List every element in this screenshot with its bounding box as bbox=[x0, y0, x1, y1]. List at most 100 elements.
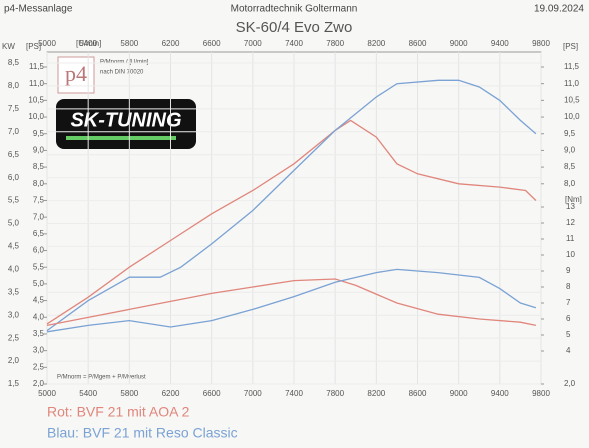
plot bbox=[46, 52, 542, 385]
y-tick-label: 11,5 bbox=[29, 62, 45, 71]
y-tick-label-right: 10,0 bbox=[564, 112, 580, 121]
header-center: Motorradtechnik Goltermann bbox=[231, 4, 358, 15]
y2-tick-label: 7 bbox=[566, 298, 571, 307]
x-tick-label-top: 8200 bbox=[367, 39, 385, 48]
y-tick-label: 2,5 bbox=[33, 362, 45, 371]
y-tick-label: 8,0 bbox=[33, 179, 45, 188]
y-tick-label: 5,5 bbox=[33, 262, 45, 271]
kw-tick-label: 3,5 bbox=[8, 287, 20, 296]
y-tick-label: 3,5 bbox=[33, 329, 45, 338]
x-tick-label: 9000 bbox=[450, 389, 468, 398]
kw-tick-label: 8,0 bbox=[8, 81, 20, 90]
y2-tick-label: 9 bbox=[566, 266, 571, 275]
x-tick-label: 8200 bbox=[367, 389, 385, 398]
kw-tick-label: 4,5 bbox=[8, 242, 20, 251]
x-tick-label-top: 9400 bbox=[491, 39, 509, 48]
y-tick-label-right: 11,0 bbox=[564, 79, 580, 88]
y2-tick-label: 10 bbox=[566, 250, 575, 259]
y-tick-label-right: 11,5 bbox=[564, 62, 580, 71]
y-tick-label: 9,5 bbox=[33, 129, 45, 138]
y-tick-label-right: 10,5 bbox=[564, 95, 580, 104]
kw-tick-label: 6,0 bbox=[8, 173, 20, 182]
x-tick-label-top: 7400 bbox=[285, 39, 303, 48]
x-tick-label-top: 8600 bbox=[409, 39, 427, 48]
x-tick-label: 9800 bbox=[532, 389, 550, 398]
y2-tick-label: 11 bbox=[566, 234, 575, 243]
x-unit: [U/min] bbox=[76, 39, 101, 48]
y-tick-label: 2,0 bbox=[33, 379, 45, 388]
x-tick-label-top: 7800 bbox=[326, 39, 344, 48]
kw-tick-label: 5,0 bbox=[8, 219, 20, 228]
kw-tick-label: 8,5 bbox=[8, 58, 20, 67]
x-tick-label-top: 9000 bbox=[450, 39, 468, 48]
x-tick-label-top: 6600 bbox=[203, 39, 221, 48]
y2-tick-label: 6 bbox=[566, 314, 571, 323]
y2-tick-label: 4 bbox=[566, 346, 571, 355]
y-tick-label-right: 9,0 bbox=[564, 146, 576, 155]
header-left: p4-Messanlage bbox=[4, 4, 73, 15]
y-tick-label: 8,5 bbox=[33, 162, 45, 171]
y-tick-label: 4,5 bbox=[33, 296, 45, 305]
y-tick-label: 6,0 bbox=[33, 246, 45, 255]
series-line bbox=[46, 79, 537, 332]
y-tick-label: 11,0 bbox=[29, 79, 45, 88]
y-tick-label: 7,5 bbox=[33, 196, 45, 205]
x-tick-label: 5000 bbox=[38, 389, 56, 398]
series-line bbox=[46, 268, 537, 333]
y-tick-label: 3,0 bbox=[33, 346, 45, 355]
note: nach DIN 70020 bbox=[100, 70, 144, 76]
y-tick-label-right: 8,5 bbox=[564, 162, 576, 171]
kw-tick-label: 5,5 bbox=[8, 196, 20, 205]
x-tick-label: 8600 bbox=[409, 389, 427, 398]
y-tick-label: 10,0 bbox=[28, 112, 44, 121]
y-tick-label: 4,0 bbox=[33, 312, 45, 321]
x-tick-label-top: 9800 bbox=[532, 39, 550, 48]
kw-unit: KW bbox=[2, 42, 15, 51]
y-tick-label-right: 8,0 bbox=[564, 179, 576, 188]
ps-unit-left: [PS] bbox=[26, 42, 41, 51]
x-tick-label: 7800 bbox=[326, 389, 344, 398]
x-tick-label-top: 7000 bbox=[244, 39, 262, 48]
series-line bbox=[46, 119, 537, 325]
ps-unit-right: [PS] bbox=[563, 42, 578, 51]
x-tick-label: 7400 bbox=[285, 389, 303, 398]
sk-logo-bar bbox=[66, 136, 176, 140]
y-tick-label: 7,0 bbox=[33, 212, 45, 221]
x-tick-label: 9400 bbox=[491, 389, 509, 398]
kw-tick-label: 3,0 bbox=[8, 310, 20, 319]
kw-tick-label: 7,0 bbox=[8, 127, 20, 136]
y-tick-label-right: 9,5 bbox=[564, 129, 576, 138]
header-right: 19.09.2024 bbox=[534, 4, 584, 15]
x-tick-label-top: 6200 bbox=[162, 39, 180, 48]
y-tick-label-right: 2,0 bbox=[564, 379, 576, 388]
legend-entry: Blau: BVF 21 mit Reso Classic bbox=[47, 425, 238, 441]
y2-tick-label: 12 bbox=[566, 218, 575, 227]
x-tick-label-top: 5400 bbox=[79, 39, 97, 48]
p4-logo-text: p4 bbox=[65, 61, 87, 86]
x-tick-label-top: 5800 bbox=[120, 39, 138, 48]
y-tick-label: 6,5 bbox=[33, 229, 45, 238]
x-tick-label: 7000 bbox=[244, 389, 262, 398]
kw-tick-label: 1,5 bbox=[8, 379, 20, 388]
y2-tick-label: 5 bbox=[566, 330, 571, 339]
kw-tick-label: 2,0 bbox=[8, 356, 20, 365]
nm-unit: [Nm] bbox=[565, 195, 582, 204]
x-tick-label-top: 5000 bbox=[38, 39, 56, 48]
sk-logo-text: SK-TUNING bbox=[70, 109, 181, 131]
kw-tick-label: 2,5 bbox=[8, 333, 20, 342]
y2-tick-label: 13 bbox=[566, 202, 575, 211]
chart-title: SK-60/4 Evo Zwo bbox=[236, 19, 353, 36]
y-tick-label: 9,0 bbox=[33, 146, 45, 155]
y-tick-label: 10,5 bbox=[28, 95, 44, 104]
x-tick-label: 6200 bbox=[162, 389, 180, 398]
x-tick-label: 5800 bbox=[120, 389, 138, 398]
y-tick-label: 5,0 bbox=[33, 279, 45, 288]
legend-entry: Rot: BVF 21 mit AOA 2 bbox=[47, 404, 190, 420]
kw-tick-label: 7,5 bbox=[8, 104, 20, 113]
kw-tick-label: 6,5 bbox=[8, 150, 20, 159]
y2-tick-label: 8 bbox=[566, 282, 571, 291]
x-tick-label: 5400 bbox=[79, 389, 97, 398]
note: P/Mnorm = P/Mgem + P/Mverlust bbox=[57, 375, 146, 381]
x-tick-label: 6600 bbox=[203, 389, 221, 398]
